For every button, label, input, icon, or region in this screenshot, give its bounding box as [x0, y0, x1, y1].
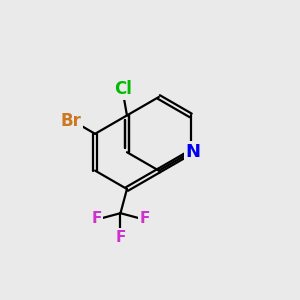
Text: Cl: Cl — [114, 80, 132, 98]
Text: N: N — [186, 143, 201, 161]
Text: F: F — [91, 211, 102, 226]
Text: Br: Br — [61, 112, 82, 130]
Text: F: F — [115, 230, 126, 245]
Text: F: F — [139, 211, 150, 226]
